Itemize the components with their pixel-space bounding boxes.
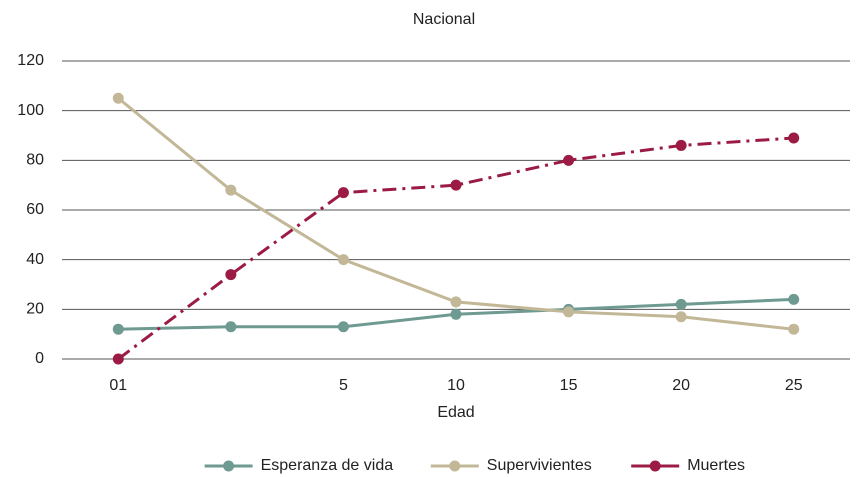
legend-label: Muertes (687, 457, 745, 474)
data-point (788, 132, 800, 144)
y-tick-label: 0 (35, 350, 44, 367)
x-axis-label: Edad (437, 404, 474, 421)
data-point (112, 353, 124, 365)
y-tick-label: 100 (17, 102, 44, 119)
data-point (112, 323, 124, 335)
x-tick-label: 20 (672, 377, 690, 394)
y-tick-label: 40 (26, 251, 44, 268)
chart-title: Nacional (413, 11, 475, 28)
data-point (450, 296, 462, 308)
data-point (225, 184, 237, 196)
data-point (337, 321, 349, 333)
y-tick-label: 120 (17, 52, 44, 69)
data-point (337, 254, 349, 266)
data-point (450, 179, 462, 191)
data-point (112, 92, 124, 104)
x-tick-label: 10 (447, 377, 465, 394)
data-point (563, 154, 575, 166)
x-tick-label: 25 (785, 377, 803, 394)
data-point (675, 139, 687, 151)
data-point (788, 323, 800, 335)
legend-label: Esperanza de vida (261, 457, 394, 474)
data-point (450, 308, 462, 320)
data-point (337, 187, 349, 199)
series-line (117, 97, 794, 331)
legend-label: Supervivientes (487, 457, 592, 474)
x-tick-label: 15 (560, 377, 578, 394)
legend-marker (449, 460, 461, 472)
legend-marker (223, 460, 235, 472)
data-point (225, 321, 237, 333)
data-point (675, 298, 687, 310)
legend-marker (649, 460, 661, 472)
data-point (225, 269, 237, 281)
y-tick-label: 60 (26, 201, 44, 218)
data-point (788, 293, 800, 305)
y-tick-label: 80 (26, 152, 44, 169)
data-point (675, 311, 687, 323)
y-tick-label: 20 (26, 301, 44, 318)
x-tick-label: 01 (109, 377, 127, 394)
x-tick-label: 5 (339, 377, 348, 394)
data-point (563, 306, 575, 318)
